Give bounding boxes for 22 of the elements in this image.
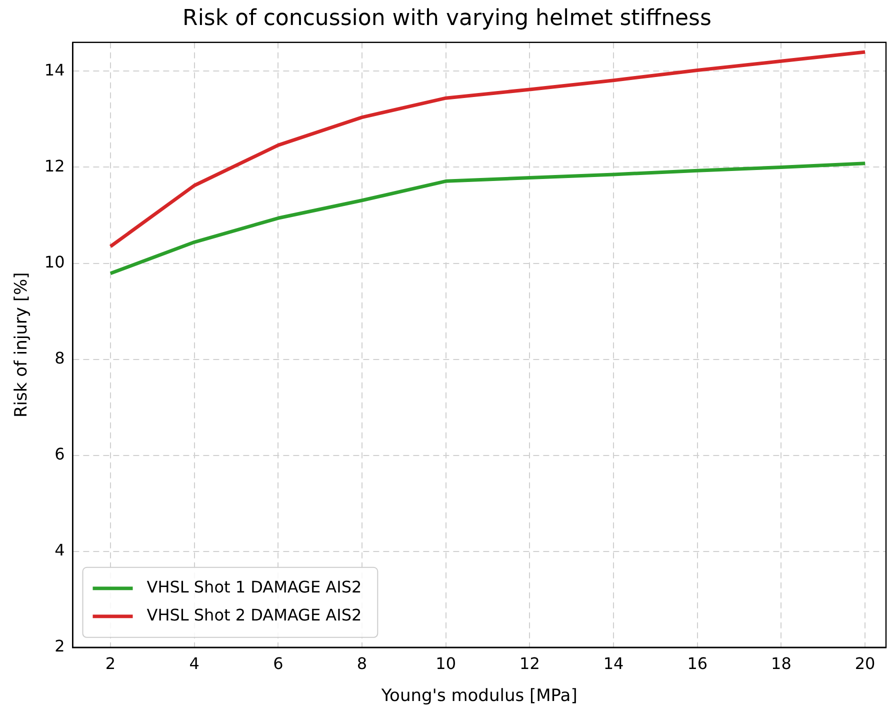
- y-tick-label: 4: [54, 540, 65, 560]
- legend-label: VHSL Shot 2 DAMAGE AIS2: [146, 606, 362, 625]
- x-tick-label: 8: [356, 654, 368, 674]
- y-tick-label: 14: [44, 60, 65, 80]
- x-tick-label: 12: [520, 654, 540, 674]
- y-tick-label: 8: [54, 348, 65, 368]
- y-axis-title: Risk of injury [%]: [12, 272, 32, 418]
- x-tick-label: 6: [273, 654, 284, 674]
- legend-label: VHSL Shot 1 DAMAGE AIS2: [146, 578, 362, 597]
- x-tick-label: 10: [436, 654, 456, 674]
- chart-title: Risk of concussion with varying helmet stiffness: [182, 6, 712, 31]
- y-tick-label: 10: [44, 252, 65, 272]
- x-axis-title: Young's modulus [MPa]: [380, 686, 578, 706]
- x-tick-label: 16: [687, 654, 708, 674]
- y-tick-label: 12: [44, 156, 65, 176]
- x-tick-label: 14: [603, 654, 624, 674]
- x-tick-label: 2: [105, 654, 116, 674]
- y-tick-label: 2: [54, 636, 65, 656]
- x-tick-label: 4: [189, 654, 200, 674]
- x-tick-label: 20: [854, 654, 876, 674]
- x-tick-label: 18: [771, 654, 792, 674]
- y-tick-label: 6: [54, 444, 65, 464]
